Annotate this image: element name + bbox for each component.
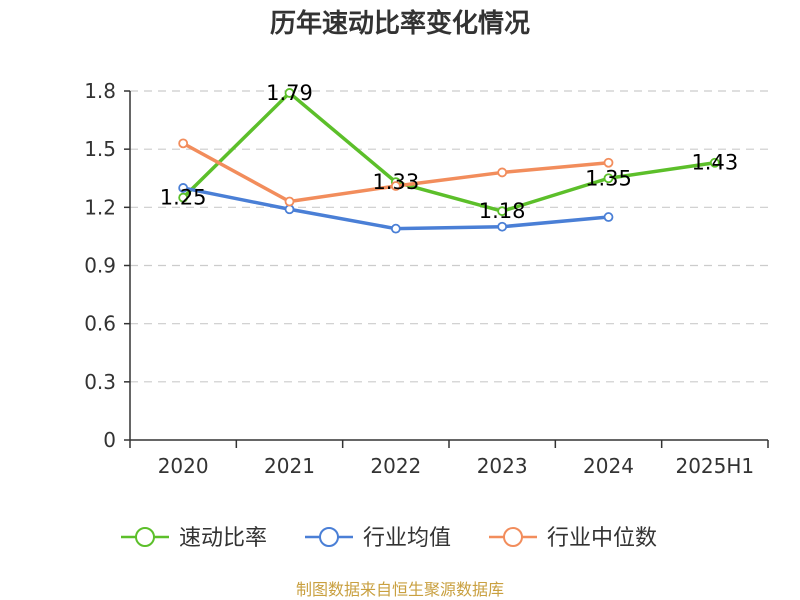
data-point[interactable] — [178, 183, 189, 193]
data-point[interactable] — [497, 206, 508, 217]
x-tick-label: 2024 — [583, 454, 634, 478]
y-tick-label: 1.2 — [84, 195, 116, 219]
chart-title: 历年速动比率变化情况 — [270, 8, 530, 39]
x-tick-label: 2025H1 — [675, 454, 754, 478]
x-tick-label: 2020 — [158, 454, 209, 478]
y-tick-label: 0.3 — [84, 370, 116, 394]
legend-item-2[interactable]: 行业均值 — [305, 526, 451, 551]
x-tick-label: 2022 — [370, 454, 421, 478]
data-point[interactable] — [603, 173, 614, 184]
data-point[interactable] — [178, 192, 189, 203]
data-point[interactable] — [603, 212, 614, 222]
x-tick-label: 2021 — [264, 454, 315, 478]
data-label: 1.35 — [585, 166, 632, 190]
legend-label: 行业均值 — [363, 526, 451, 551]
series-line — [181, 91, 717, 213]
series-lines — [178, 88, 720, 234]
y-tick-label: 0 — [103, 428, 116, 452]
data-point[interactable] — [603, 157, 614, 168]
series-2 — [178, 183, 614, 234]
axes: 0 0.3 0.6 0.9 1.2 1.5 1.8 2020 2021 2022 2023 2024 2… — [84, 79, 769, 478]
y-tick-label: 1.5 — [84, 137, 116, 161]
legend-item-1[interactable]: 速动比率 — [121, 526, 267, 551]
data-point[interactable] — [284, 88, 295, 98]
data-point[interactable] — [497, 221, 508, 232]
legend-item-3[interactable]: 行业中位数 — [489, 526, 657, 551]
legend[interactable]: 速动比率 行业均值 行业中位数 — [121, 526, 657, 551]
data-label: 1.25 — [160, 186, 207, 210]
source-note: 制图数据来自恒生聚源数据库 — [296, 580, 504, 599]
data-point[interactable] — [284, 196, 295, 207]
data-point[interactable] — [390, 223, 401, 234]
series-3 — [178, 138, 614, 207]
data-labels: 1.25 1.79 1.33 1.18 1.35 1.43 — [160, 81, 738, 223]
data-point[interactable] — [709, 157, 720, 168]
x-tick-label: 2023 — [477, 454, 528, 478]
legend-marker — [135, 527, 155, 547]
grid-lines — [130, 90, 768, 383]
data-point[interactable] — [284, 204, 295, 215]
data-label: 1.79 — [266, 81, 313, 105]
y-tick-label: 0.9 — [84, 254, 116, 278]
data-label: 1.43 — [691, 151, 738, 175]
data-point[interactable] — [497, 167, 508, 178]
legend-label: 速动比率 — [179, 526, 267, 551]
legend-label: 行业中位数 — [547, 526, 657, 551]
legend-marker — [319, 527, 339, 547]
legend-marker — [503, 527, 523, 547]
data-label: 1.18 — [479, 199, 526, 223]
data-label: 1.33 — [372, 170, 419, 194]
y-tick-label: 1.8 — [84, 79, 116, 103]
y-tick-label: 0.6 — [84, 312, 116, 336]
data-point[interactable] — [390, 181, 401, 191]
series-1 — [178, 88, 720, 217]
data-point[interactable] — [178, 138, 189, 149]
